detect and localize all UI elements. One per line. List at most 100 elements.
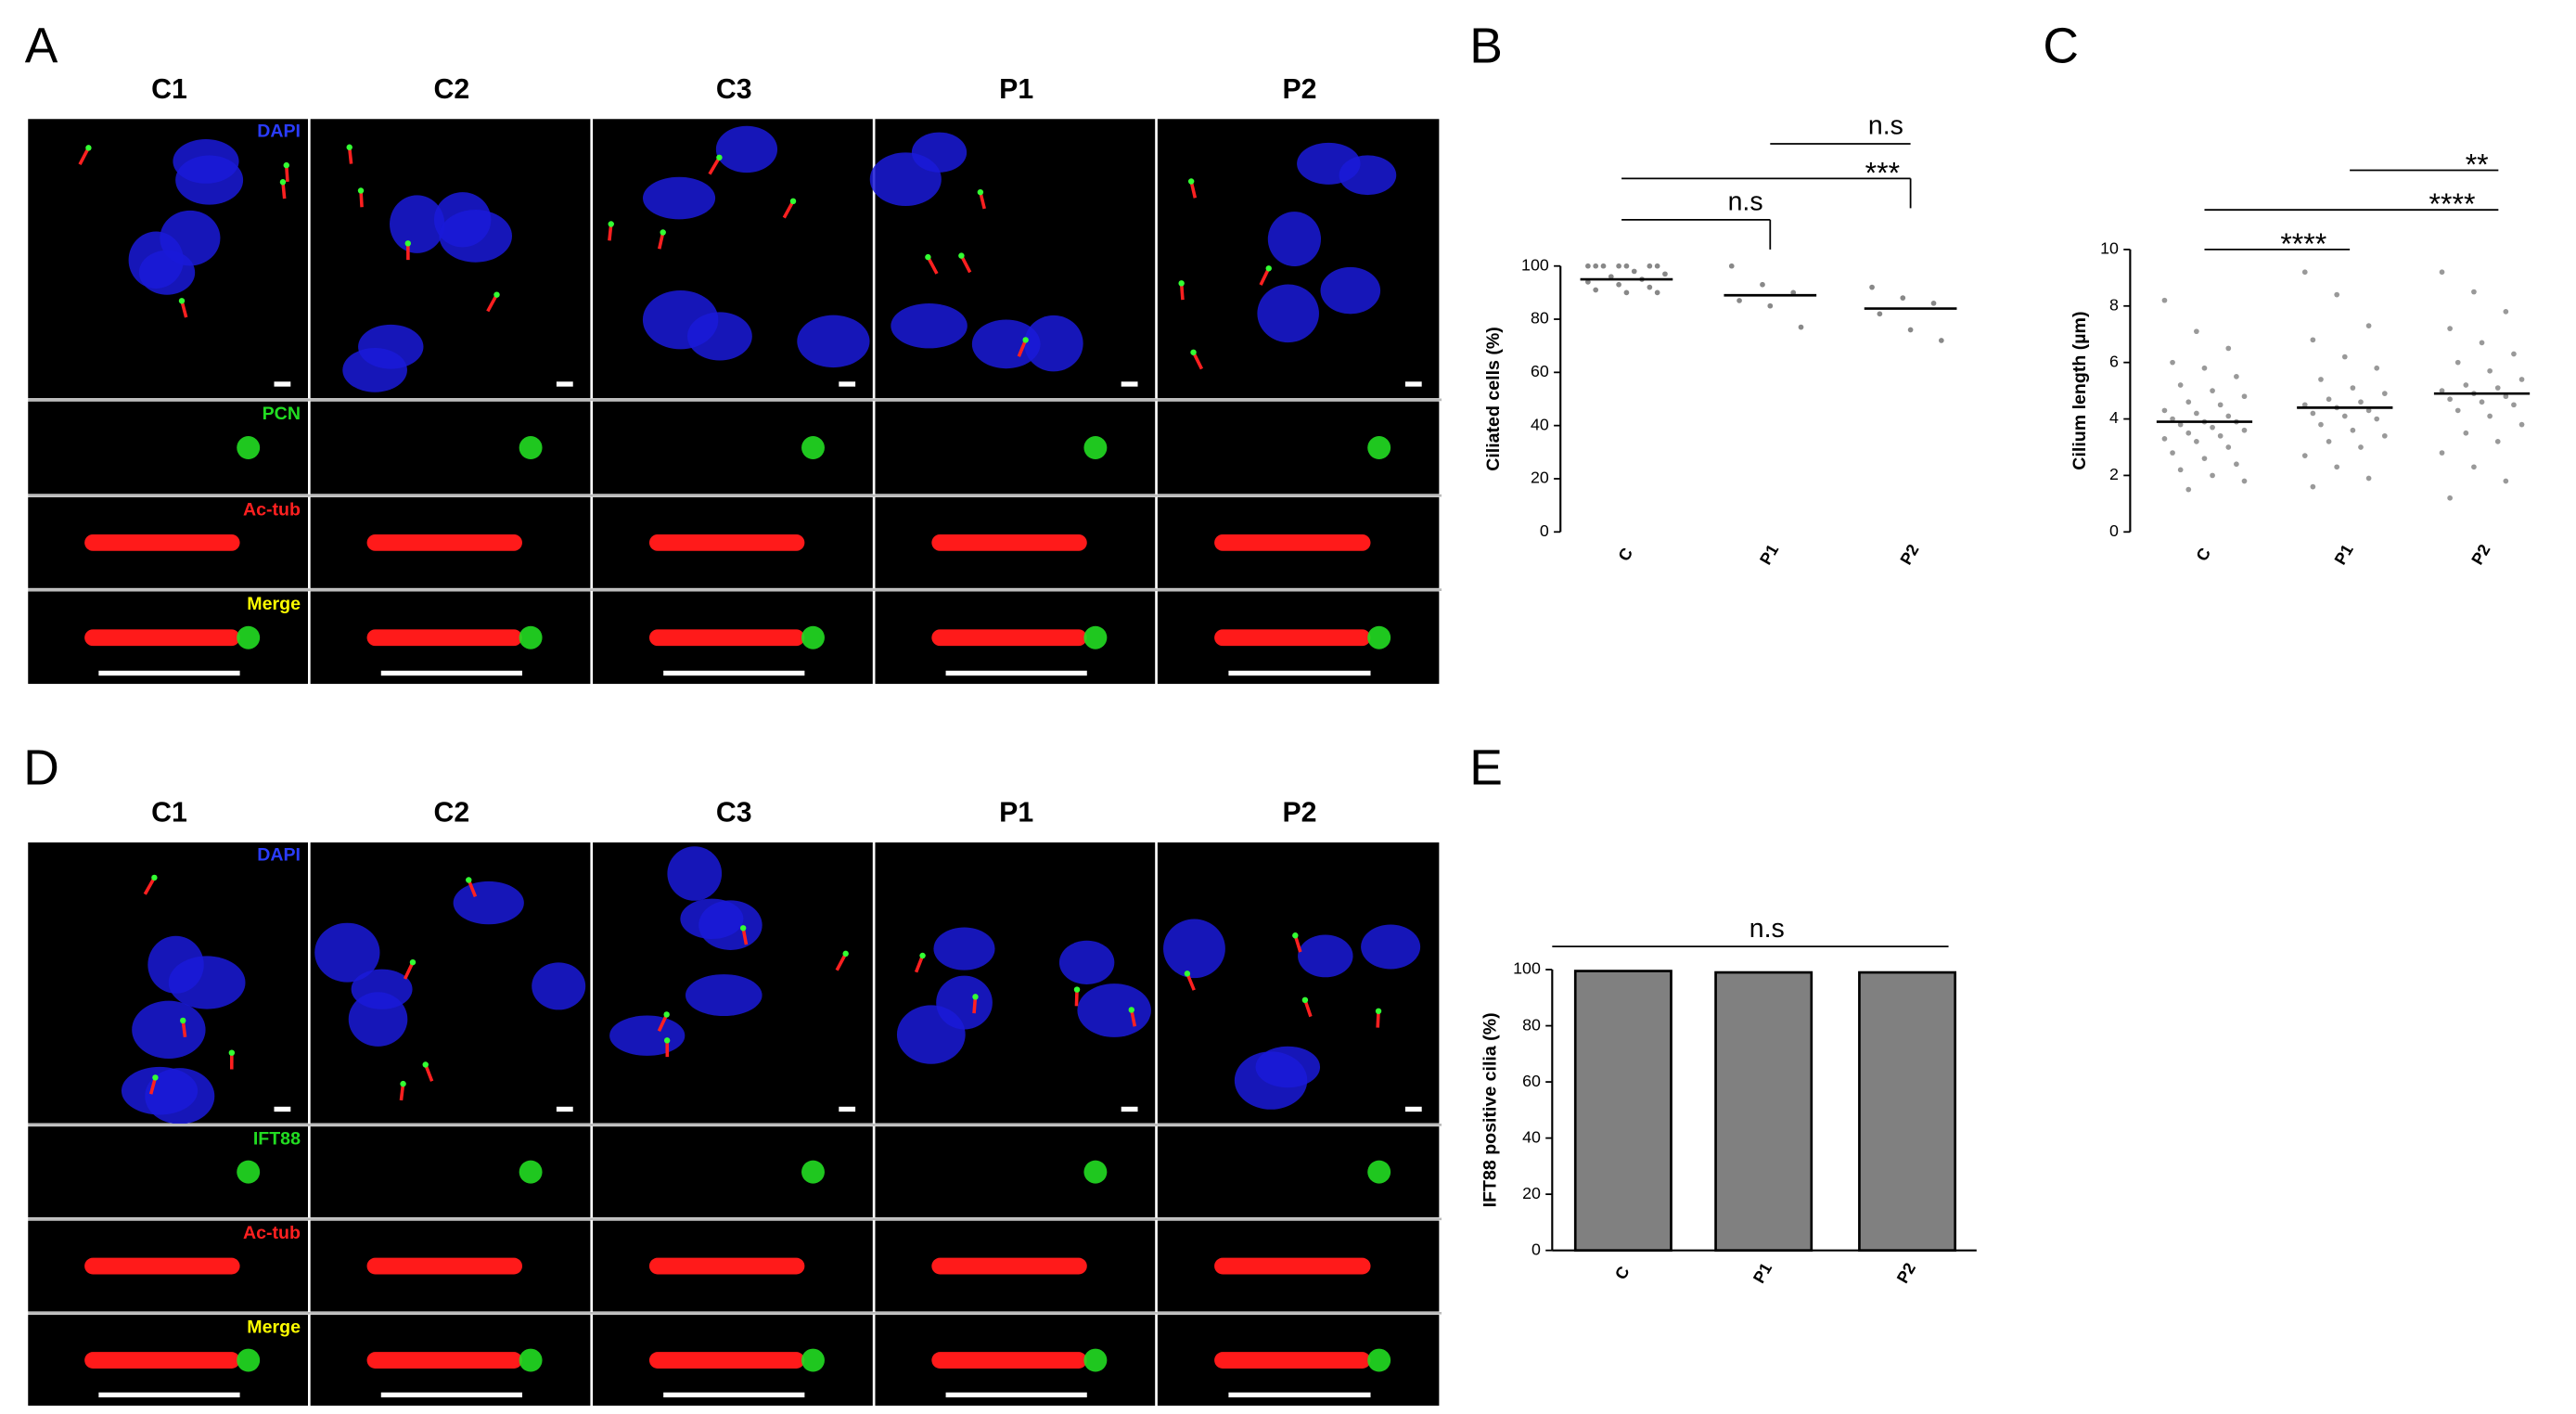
- data-point: [1623, 289, 1630, 296]
- data-point: [2201, 456, 2208, 462]
- nucleus: [1267, 212, 1322, 267]
- data-point: [2326, 396, 2332, 403]
- data-point: [1654, 263, 1660, 269]
- nucleus: [132, 1000, 206, 1059]
- basal-body-zoom: [1083, 436, 1108, 459]
- data-point: [2210, 424, 2215, 431]
- y-tick-label: 20: [1522, 1184, 1541, 1202]
- y-tick-label: 4: [2109, 408, 2119, 427]
- panel-letter: C: [2043, 19, 2079, 74]
- data-point: [2341, 413, 2348, 419]
- nucleus: [453, 881, 524, 925]
- y-tick-label: 60: [1522, 1072, 1541, 1090]
- cilium: [1259, 267, 1271, 286]
- data-point: [2194, 439, 2199, 444]
- micrograph: [875, 842, 1156, 1124]
- data-point: [2334, 464, 2340, 470]
- micrograph: [875, 1217, 1158, 1312]
- basal-body: [228, 1049, 236, 1056]
- channel-label: PCN: [263, 404, 301, 424]
- micrograph: [875, 494, 1158, 588]
- basal-body-zoom: [1083, 1348, 1108, 1372]
- data-point: [2334, 291, 2340, 298]
- data-point: [1900, 295, 1906, 301]
- cilium-zoom: [1214, 1352, 1371, 1369]
- data-point: [2447, 396, 2453, 403]
- nucleus: [797, 315, 870, 368]
- data-point: [2301, 402, 2308, 408]
- data-point: [2381, 391, 2388, 396]
- micrograph: [1157, 398, 1442, 495]
- nucleus: [642, 176, 716, 220]
- data-point: [2447, 326, 2453, 331]
- data-point: [1767, 302, 1774, 309]
- cilium-zoom: [84, 1257, 240, 1275]
- basal-body: [152, 1074, 159, 1081]
- data-point: [2194, 410, 2199, 417]
- micrograph: [593, 842, 873, 1124]
- cilium-zoom: [84, 533, 240, 551]
- data-point: [2439, 388, 2445, 393]
- data-point: [2185, 430, 2192, 436]
- data-point: [2511, 402, 2517, 408]
- micrograph: [28, 119, 308, 399]
- cilium-zoom: [931, 1257, 1087, 1275]
- data-point: [2341, 354, 2348, 360]
- data-point: [1654, 289, 1660, 296]
- scale-bar: [556, 1106, 573, 1112]
- image-background: [875, 842, 1156, 1124]
- data-point: [2170, 416, 2175, 422]
- basal-body: [1073, 986, 1081, 993]
- scale-bar: [839, 381, 856, 387]
- scale-bar: [1121, 1106, 1138, 1112]
- nucleus: [1297, 142, 1361, 185]
- cilium-zoom: [648, 533, 805, 551]
- basal-body: [739, 925, 747, 932]
- basal-body-zoom: [237, 436, 261, 459]
- basal-body: [1178, 280, 1185, 287]
- image-background: [310, 1126, 591, 1218]
- basal-body-zoom: [519, 436, 543, 459]
- scale-bar: [1121, 381, 1138, 387]
- basal-body: [1128, 1007, 1134, 1013]
- basal-body: [283, 161, 289, 169]
- data-point: [2350, 427, 2356, 433]
- data-point: [2487, 413, 2493, 419]
- x-tick-label: P1: [1749, 1259, 1775, 1286]
- basal-body-zoom: [519, 1348, 543, 1372]
- data-point: [2439, 269, 2445, 276]
- data-point: [2503, 393, 2509, 400]
- micrograph: [1157, 119, 1440, 399]
- y-tick-label: 100: [1521, 255, 1549, 274]
- nucleus: [160, 210, 221, 266]
- scale-bar: [1228, 1392, 1371, 1398]
- data-point: [2454, 407, 2461, 414]
- significance-label: ****: [2280, 227, 2326, 261]
- micrograph: [310, 119, 591, 399]
- data-point: [2358, 444, 2364, 450]
- data-point: [2374, 365, 2380, 371]
- basal-body: [842, 950, 849, 958]
- y-axis-label: Ciliated cells (%): [1483, 327, 1504, 471]
- cilium-zoom: [84, 1352, 240, 1369]
- scale-bar: [1404, 1106, 1422, 1112]
- y-tick-label: 8: [2109, 295, 2119, 314]
- basal-body: [977, 188, 984, 196]
- cilium-zoom: [84, 629, 240, 647]
- nucleus: [532, 962, 586, 1010]
- cilium: [1185, 972, 1196, 991]
- image-background: [1157, 401, 1440, 495]
- basal-body: [608, 221, 614, 227]
- column-header: P1: [999, 798, 1033, 829]
- cilium: [657, 1013, 669, 1033]
- basal-body: [178, 298, 186, 304]
- basal-body-zoom: [237, 1348, 261, 1372]
- micrograph: [593, 398, 876, 495]
- micrograph: [310, 1124, 594, 1218]
- micrograph: [593, 1311, 876, 1406]
- basal-body: [1375, 1008, 1382, 1014]
- data-point: [2487, 367, 2493, 374]
- scale-bar: [98, 1392, 240, 1398]
- y-axis-label: IFT88 positive cilia (%): [1480, 1012, 1501, 1207]
